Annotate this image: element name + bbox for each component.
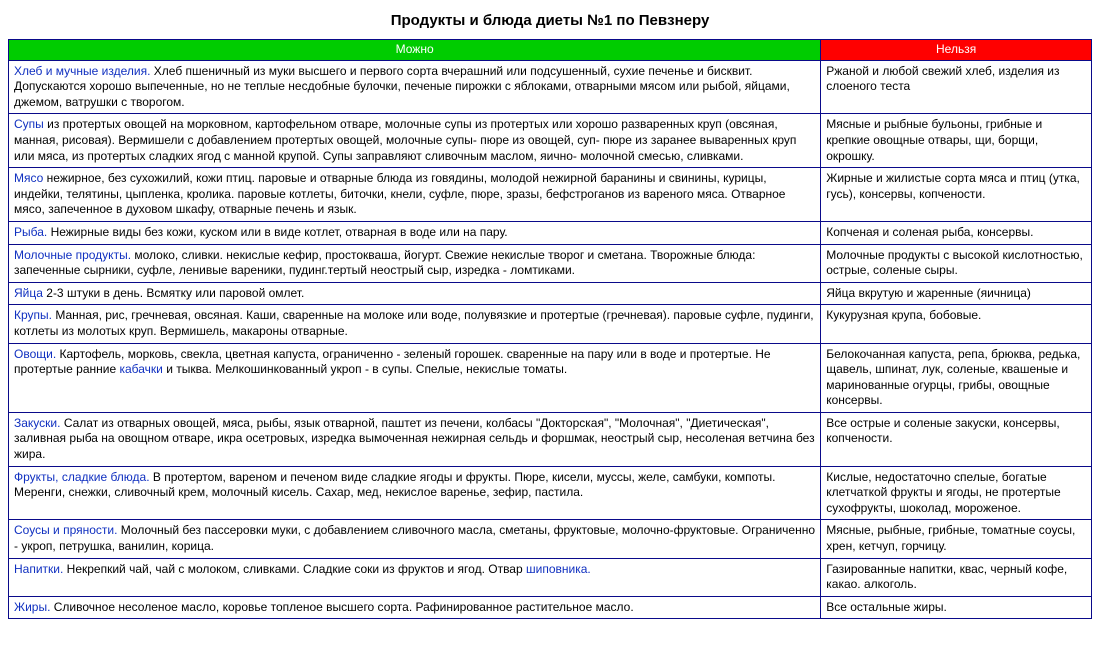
category-link[interactable]: Фрукты, сладкие блюда. — [14, 470, 150, 484]
table-row: Рыба. Нежирные виды без кожи, куском или… — [9, 221, 1092, 244]
allowed-cell: Жиры. Сливочное несоленое масло, коровье… — [9, 596, 821, 619]
forbidden-cell: Мясные и рыбные бульоны, грибные и крепк… — [821, 114, 1092, 168]
table-row: Закуски. Салат из отварных овощей, мяса,… — [9, 412, 1092, 466]
forbidden-cell: Кукурузная крупа, бобовые. — [821, 305, 1092, 343]
forbidden-cell: Копченая и соленая рыба, консервы. — [821, 221, 1092, 244]
table-row: Овощи. Картофель, морковь, свекла, цветн… — [9, 343, 1092, 412]
page-title: Продукты и блюда диеты №1 по Певзнеру — [8, 12, 1092, 29]
forbidden-cell: Все острые и соленые закуски, консервы, … — [821, 412, 1092, 466]
table-row: Соусы и пряности. Молочный без пассеровк… — [9, 520, 1092, 558]
allowed-cell: Молочные продукты. молоко, сливки. некис… — [9, 244, 821, 282]
forbidden-cell: Молочные продукты с высокой кислотностью… — [821, 244, 1092, 282]
forbidden-cell: Все остальные жиры. — [821, 596, 1092, 619]
allowed-cell: Мясо нежирное, без сухожилий, кожи птиц.… — [9, 168, 821, 222]
inline-link[interactable]: шиповника. — [526, 562, 591, 576]
table-row: Мясо нежирное, без сухожилий, кожи птиц.… — [9, 168, 1092, 222]
forbidden-cell: Жирные и жилистые сорта мяса и птиц (утк… — [821, 168, 1092, 222]
allowed-cell: Крупы. Манная, рис, гречневая, овсяная. … — [9, 305, 821, 343]
category-link[interactable]: Хлеб и мучные изделия. — [14, 64, 150, 78]
table-row: Яйца 2-3 штуки в день. Всмятку или паров… — [9, 282, 1092, 305]
forbidden-cell: Белокочанная капуста, репа, брюква, редь… — [821, 343, 1092, 412]
allowed-cell: Овощи. Картофель, морковь, свекла, цветн… — [9, 343, 821, 412]
forbidden-cell: Мясные, рыбные, грибные, томатные соусы,… — [821, 520, 1092, 558]
table-row: Хлеб и мучные изделия. Хлеб пшеничный из… — [9, 60, 1092, 114]
table-row: Молочные продукты. молоко, сливки. некис… — [9, 244, 1092, 282]
diet-table: Можно Нельзя Хлеб и мучные изделия. Хлеб… — [8, 39, 1092, 619]
category-link[interactable]: Жиры. — [14, 600, 50, 614]
table-row: Крупы. Манная, рис, гречневая, овсяная. … — [9, 305, 1092, 343]
allowed-cell: Соусы и пряности. Молочный без пассеровк… — [9, 520, 821, 558]
allowed-cell: Напитки. Некрепкий чай, чай с молоком, с… — [9, 558, 821, 596]
category-link[interactable]: Крупы. — [14, 308, 52, 322]
table-row: Жиры. Сливочное несоленое масло, коровье… — [9, 596, 1092, 619]
header-allowed: Можно — [9, 40, 821, 61]
allowed-cell: Фрукты, сладкие блюда. В протертом, варе… — [9, 466, 821, 520]
category-link[interactable]: Яйца — [14, 286, 43, 300]
category-link[interactable]: Соусы и пряности. — [14, 523, 117, 537]
allowed-cell: Рыба. Нежирные виды без кожи, куском или… — [9, 221, 821, 244]
category-link[interactable]: Напитки. — [14, 562, 63, 576]
category-link[interactable]: Супы — [14, 117, 44, 131]
allowed-cell: Яйца 2-3 штуки в день. Всмятку или паров… — [9, 282, 821, 305]
forbidden-cell: Ржаной и любой свежий хлеб, изделия из с… — [821, 60, 1092, 114]
allowed-cell: Хлеб и мучные изделия. Хлеб пшеничный из… — [9, 60, 821, 114]
category-link[interactable]: Молочные продукты. — [14, 248, 131, 262]
table-row: Напитки. Некрепкий чай, чай с молоком, с… — [9, 558, 1092, 596]
forbidden-cell: Яйца вкрутую и жаренные (яичница) — [821, 282, 1092, 305]
inline-link[interactable]: кабачки — [119, 362, 162, 376]
allowed-cell: Закуски. Салат из отварных овощей, мяса,… — [9, 412, 821, 466]
category-link[interactable]: Закуски. — [14, 416, 60, 430]
table-row: Фрукты, сладкие блюда. В протертом, варе… — [9, 466, 1092, 520]
category-link[interactable]: Овощи. — [14, 347, 56, 361]
category-link[interactable]: Мясо — [14, 171, 43, 185]
table-row: Супы из протертых овощей на морковном, к… — [9, 114, 1092, 168]
forbidden-cell: Кислые, недостаточно спелые, богатые кле… — [821, 466, 1092, 520]
category-link[interactable]: Рыба. — [14, 225, 47, 239]
forbidden-cell: Газированные напитки, квас, черный кофе,… — [821, 558, 1092, 596]
allowed-cell: Супы из протертых овощей на морковном, к… — [9, 114, 821, 168]
header-forbidden: Нельзя — [821, 40, 1092, 61]
